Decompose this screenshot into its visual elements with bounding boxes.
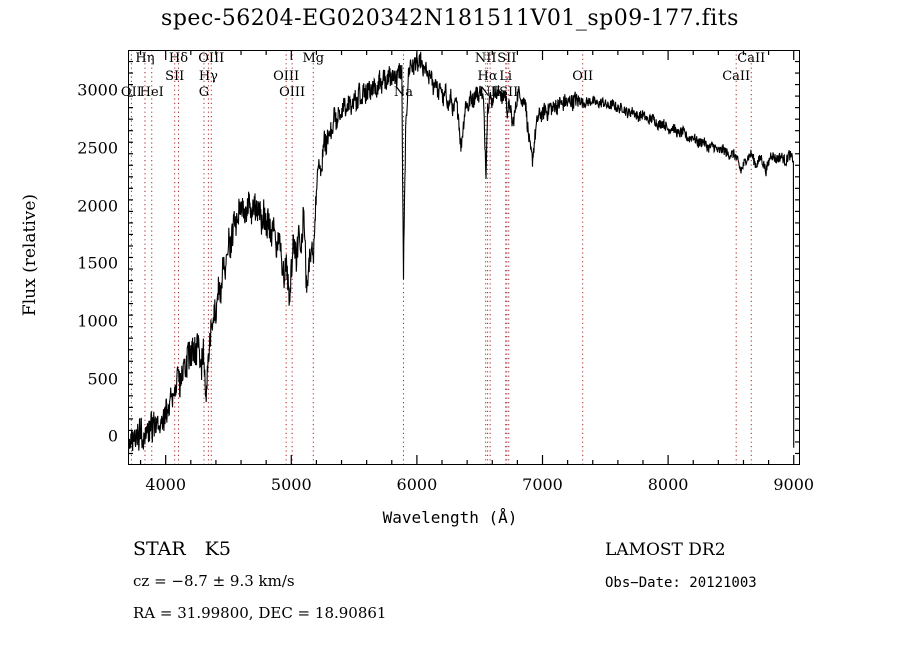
line-label-oiii: OIII [273,69,300,84]
footer-survey: LAMOST DR2 [605,540,726,560]
x-tick-label: 8000 [647,475,689,494]
line-label-sii: SII [497,51,517,66]
y-tick-label: 1500 [77,253,118,273]
line-label-h: Hγ [198,69,218,84]
y-tick-label: 500 [87,369,118,389]
line-label-na: Na [393,85,414,100]
x-axis-title: Wavelength (Å) [382,508,518,527]
y-tick-label: 2500 [77,138,118,158]
y-tick-label: 2000 [77,196,118,216]
line-label-h: Hδ [168,51,189,66]
line-label-caii: CaII [722,69,751,84]
spectrum-canvas [128,50,800,465]
y-axis-title: Flux (relative) [20,193,40,317]
line-label-h: Hα [477,69,498,84]
y-tick-label: 0 [107,426,118,446]
line-label-sii: SII [165,69,185,84]
line-label-hei: HeI [139,85,164,100]
x-tick-label: 4000 [145,475,187,494]
line-label-oii: OII [120,85,142,100]
line-label-li: Li [499,69,513,84]
x-tick-label: 7000 [522,475,563,494]
plot-area [128,50,800,465]
x-tick-label: 5000 [270,475,312,494]
line-label-oiii: OIII [279,85,306,100]
plot-frame [128,50,800,465]
x-tick-label: 9000 [773,475,815,494]
line-label-nii: NII [474,51,497,66]
footer-obs-date: Obs−Date: 20121003 [605,575,757,591]
x-tick-label: 6000 [396,475,438,494]
line-label-sii: SII [499,85,519,100]
footer-cz: cz = −8.7 ± 9.3 km/s [133,572,295,590]
line-label-oii: OII [572,69,594,84]
line-label-g: G [198,85,210,100]
line-label-h: Hη [135,51,155,66]
figure-title: spec-56204-EG020342N181511V01_sp09-177.f… [161,6,739,31]
spectrum-trace [128,52,794,458]
y-tick-label: 1000 [77,311,118,331]
line-label-caii: CaII [737,51,766,66]
footer-coordinates: RA = 31.99800, DEC = 18.90861 [133,604,387,622]
footer-object-class: STAR K5 [133,538,231,560]
line-label-nii: NII [479,85,501,100]
line-label-mg: Mg [302,51,325,66]
line-label-oiii: OIII [198,51,225,66]
y-tick-label: 3000 [77,80,118,100]
